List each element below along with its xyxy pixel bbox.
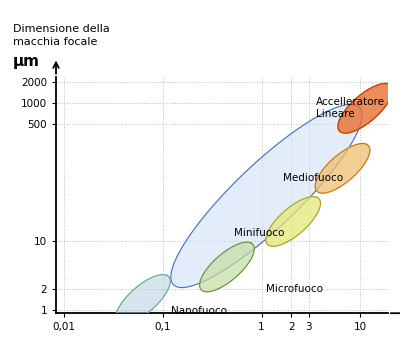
Text: Mediofuoco: Mediofuoco bbox=[283, 173, 343, 183]
Polygon shape bbox=[266, 197, 320, 246]
Polygon shape bbox=[116, 275, 170, 324]
Polygon shape bbox=[171, 104, 362, 287]
Text: Nanofuoco: Nanofuoco bbox=[171, 306, 227, 316]
Text: Dimensione della
macchia focale: Dimensione della macchia focale bbox=[13, 24, 110, 47]
Text: Accelleratore
Lineare: Accelleratore Lineare bbox=[316, 97, 385, 119]
Polygon shape bbox=[315, 143, 370, 193]
Polygon shape bbox=[338, 84, 393, 133]
Polygon shape bbox=[200, 242, 254, 292]
Text: μm: μm bbox=[13, 54, 40, 70]
Text: Minifuoco: Minifuoco bbox=[234, 228, 284, 238]
Text: Microfuoco: Microfuoco bbox=[266, 284, 324, 293]
